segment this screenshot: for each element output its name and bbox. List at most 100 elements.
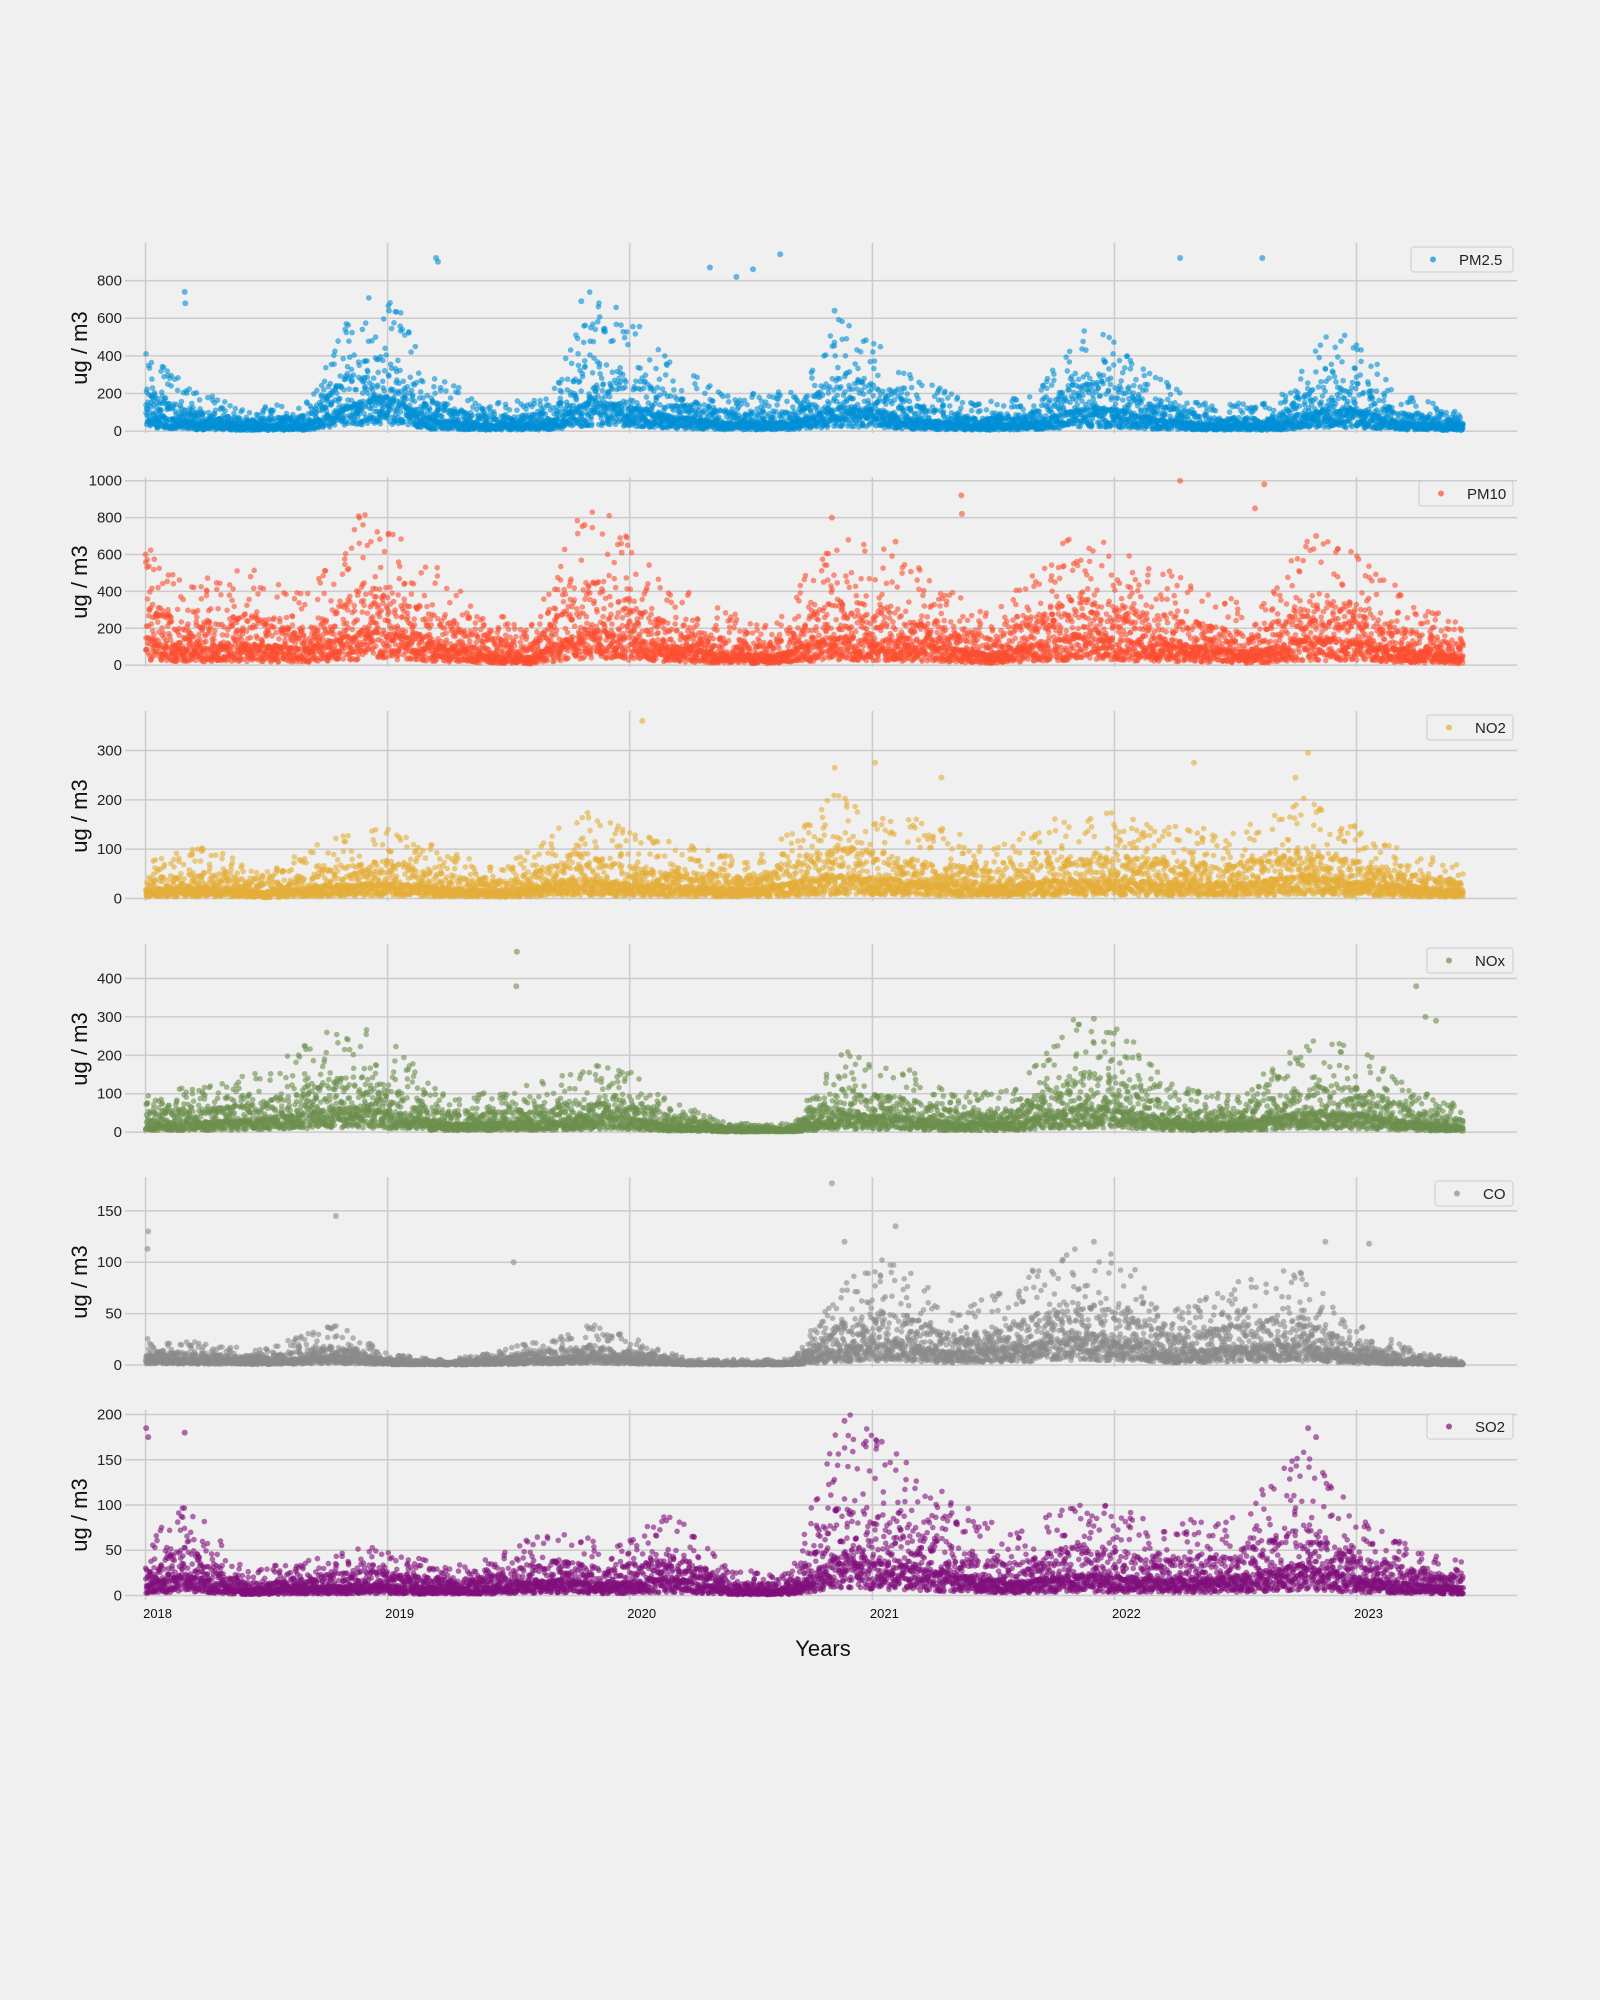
y-tick-label: 200: [97, 385, 122, 402]
data-point: [726, 399, 732, 405]
data-point: [1089, 422, 1095, 428]
data-point: [902, 386, 908, 392]
data-point: [725, 393, 731, 399]
data-point: [353, 387, 359, 393]
data-point: [1124, 353, 1130, 359]
data-point: [432, 376, 438, 382]
data-point: [901, 371, 907, 377]
data-point: [346, 322, 352, 328]
data-point: [633, 331, 639, 337]
data-point: [947, 403, 953, 409]
data-point: [427, 407, 433, 413]
data-point: [579, 411, 585, 417]
data-point: [600, 388, 606, 394]
data-point: [960, 400, 966, 406]
data-point: [625, 342, 631, 348]
data-point: [622, 385, 628, 391]
data-point: [351, 372, 357, 378]
data-point: [413, 344, 419, 350]
data-point: [1031, 403, 1037, 409]
data-point: [1044, 386, 1050, 392]
data-point: [607, 394, 613, 400]
data-point: [448, 395, 454, 401]
data-point: [855, 366, 861, 372]
data-point: [637, 324, 643, 330]
data-point: [335, 338, 341, 344]
data-point: [846, 323, 852, 329]
data-point: [410, 392, 416, 398]
y-tick-label: 800: [97, 273, 122, 290]
data-point: [591, 339, 597, 345]
data-point: [1117, 358, 1123, 364]
data-point: [871, 366, 877, 372]
data-point: [233, 406, 239, 412]
data-point: [1083, 347, 1089, 353]
data-point: [826, 401, 832, 407]
data-point: [438, 388, 444, 394]
data-point: [194, 390, 200, 396]
data-point: [418, 389, 424, 395]
data-point: [432, 391, 438, 397]
data-point: [341, 387, 347, 393]
data-point: [387, 300, 393, 306]
data-point: [843, 353, 849, 359]
data-point: [599, 375, 605, 381]
data-point: [994, 402, 1000, 408]
data-point: [872, 358, 878, 364]
data-point: [569, 361, 575, 367]
data-point: [1111, 362, 1117, 368]
y-tick-label: 400: [97, 348, 122, 365]
data-point: [296, 406, 302, 412]
data-point: [784, 399, 790, 405]
y-axis-label: ug / m3: [67, 311, 92, 384]
data-point: [809, 375, 815, 381]
data-point: [751, 391, 757, 397]
data-point: [442, 379, 448, 385]
data-point: [1143, 387, 1149, 393]
data-point: [622, 335, 628, 341]
data-point: [839, 319, 845, 325]
data-point: [1076, 377, 1082, 383]
data-point: [380, 358, 386, 364]
data-point: [1106, 388, 1112, 394]
data-point: [443, 388, 449, 394]
data-point: [398, 310, 404, 316]
data-point: [227, 403, 233, 409]
data-point: [323, 365, 329, 371]
data-point: [1122, 365, 1128, 371]
data-point: [404, 396, 410, 402]
data-point: [976, 401, 982, 407]
data-point: [1126, 384, 1132, 390]
data-point: [878, 344, 884, 350]
data-point: [1168, 392, 1174, 398]
data-point: [389, 326, 395, 332]
data-point: [576, 363, 582, 369]
data-point: [896, 370, 902, 376]
data-point: [334, 391, 340, 397]
y-tick-label: 600: [97, 310, 122, 327]
data-point: [568, 347, 574, 353]
data-point: [543, 396, 549, 402]
data-point: [186, 386, 192, 392]
data-point: [623, 379, 629, 385]
data-point: [496, 400, 502, 406]
data-point: [332, 348, 338, 354]
data-point: [1101, 373, 1107, 379]
data-point: [575, 336, 581, 342]
data-point: [1075, 402, 1081, 408]
data-point: [1073, 371, 1079, 377]
data-point: [1065, 368, 1071, 374]
data-point: [1014, 397, 1020, 403]
data-point: [1240, 410, 1246, 416]
data-point: [1100, 381, 1106, 387]
data-point: [507, 407, 513, 413]
data-point: [909, 385, 915, 391]
data-point: [587, 289, 593, 295]
data-point: [641, 385, 647, 391]
data-point: [1098, 393, 1104, 399]
y-tick-label: 0: [114, 423, 122, 440]
data-point: [671, 387, 677, 393]
data-point: [744, 402, 750, 408]
data-point: [941, 402, 947, 408]
